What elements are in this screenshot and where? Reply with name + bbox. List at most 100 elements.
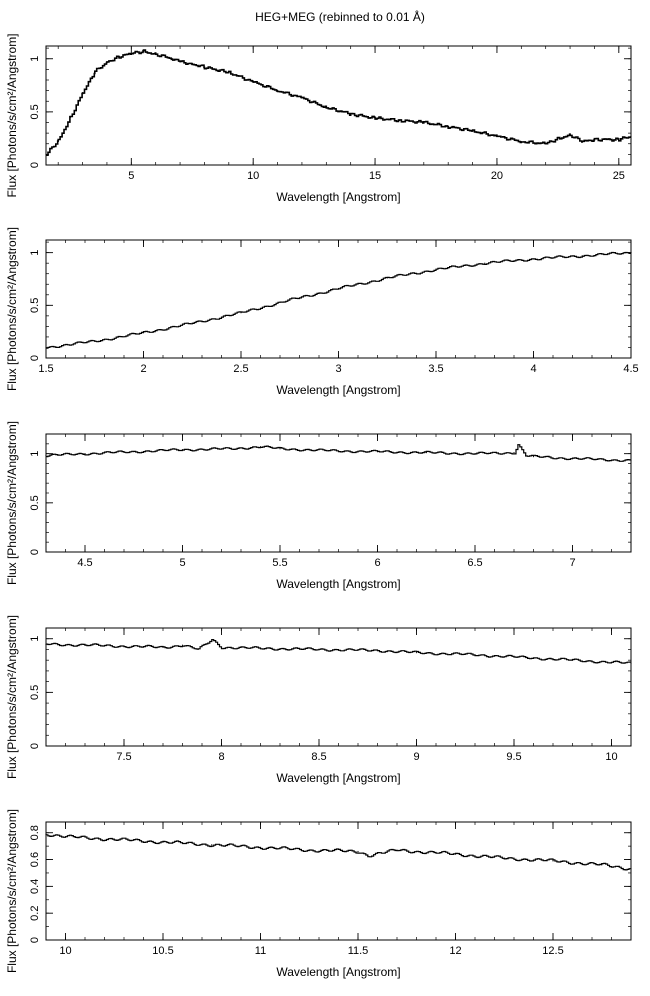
- data-point: [325, 107, 327, 109]
- data-point: [454, 853, 457, 855]
- x-tick-label: 7: [569, 557, 575, 569]
- data-point: [81, 92, 84, 94]
- y-tick-label: 0: [29, 549, 41, 555]
- x-tick-label: 2: [140, 363, 146, 375]
- x-tick-label: 11: [255, 945, 266, 957]
- chart-panel-2: 1.5 2 2.5 3 3.5 4 4.5 0 0.5 1 Wavelength [Angstrom…: [5, 227, 639, 397]
- y-tick-label: 0.4: [29, 879, 41, 894]
- data-point: [191, 63, 193, 65]
- x-tick-label: 1.5: [38, 363, 53, 375]
- x-tick-label: 4: [530, 363, 536, 375]
- data-point: [84, 453, 86, 455]
- data-point: [142, 50, 145, 52]
- x-tick-label: 5.5: [272, 557, 287, 569]
- x-tick-label: 3.5: [428, 363, 443, 375]
- data-point: [276, 90, 279, 92]
- y-axis-label: Flux [Photons/s/cm²/Angstrom]: [5, 615, 19, 779]
- data-point: [484, 262, 486, 264]
- x-tick-label: 6.5: [467, 557, 482, 569]
- data-point: [425, 452, 427, 454]
- x-tick-label: 15: [369, 170, 381, 182]
- data-point: [220, 646, 223, 648]
- y-tick-label: 0.2: [29, 906, 41, 921]
- data-point: [172, 58, 174, 60]
- data-point: [211, 844, 213, 846]
- data-point: [503, 857, 505, 859]
- data-point: [197, 648, 199, 651]
- data-point: [532, 258, 535, 260]
- data-point: [552, 860, 554, 862]
- spectrum-line: [46, 444, 631, 462]
- data-point: [179, 61, 181, 63]
- data-point: [532, 456, 535, 458]
- x-tick-label: 4.5: [623, 363, 638, 375]
- data-point: [45, 643, 47, 645]
- data-point: [630, 868, 632, 870]
- y-tick-label: 0.8: [29, 825, 41, 840]
- y-axis-label: Flux [Photons/s/cm²/Angstrom]: [5, 421, 19, 585]
- data-point: [123, 645, 125, 647]
- x-tick-label: 2.5: [233, 363, 248, 375]
- x-tick-label: 20: [491, 170, 503, 182]
- x-tick-label: 6: [374, 557, 380, 569]
- y-tick-label: 1: [29, 56, 41, 62]
- data-point: [155, 53, 157, 56]
- data-point: [350, 113, 352, 115]
- data-point: [447, 126, 449, 128]
- data-point: [45, 455, 47, 457]
- data-point: [259, 647, 262, 649]
- x-tick-label: 12.5: [542, 945, 563, 957]
- data-point: [618, 138, 620, 141]
- x-tick-label: 5: [128, 170, 134, 182]
- data-point: [571, 659, 574, 661]
- data-point: [162, 646, 164, 648]
- x-tick-label: 4.5: [77, 557, 92, 569]
- chart-panel-5: 10 10.5 11 11.5 12 12.5 0 0.2 0.4 0.6 0.8 Wavelengt…: [5, 809, 632, 979]
- data-point: [569, 134, 571, 136]
- y-tick-label: 0: [29, 743, 41, 749]
- data-point: [191, 322, 193, 324]
- y-tick-label: 0: [29, 937, 41, 943]
- data-point: [357, 850, 359, 853]
- x-tick-label: 10: [247, 170, 259, 182]
- data-point: [289, 299, 291, 301]
- data-point: [142, 332, 145, 334]
- y-tick-label: 0.5: [29, 298, 41, 313]
- data-point: [69, 116, 71, 118]
- x-axis-label: Wavelength [Angstrom]: [276, 577, 400, 591]
- y-tick-label: 0.5: [29, 685, 41, 700]
- data-point: [367, 854, 369, 857]
- data-point: [471, 130, 474, 132]
- data-point: [571, 457, 574, 460]
- data-point: [386, 277, 388, 279]
- y-tick-label: 1: [29, 451, 41, 457]
- data-point: [593, 138, 596, 141]
- x-axis-label: Wavelength [Angstrom]: [276, 383, 400, 397]
- spectrum-line: [46, 639, 631, 664]
- data-point: [318, 648, 320, 651]
- y-axis-label: Flux [Photons/s/cm²/Angstrom]: [5, 227, 19, 391]
- data-point: [181, 449, 184, 451]
- data-point: [630, 252, 632, 254]
- data-point: [162, 841, 164, 843]
- y-axis-label: Flux [Photons/s/cm²/Angstrom]: [5, 809, 19, 973]
- y-tick-label: 1: [29, 250, 41, 256]
- data-point: [396, 849, 398, 851]
- data-point: [517, 444, 519, 446]
- data-point: [259, 446, 262, 448]
- data-point: [423, 121, 425, 124]
- y-tick-label: 0: [29, 355, 41, 361]
- x-axis-label: Wavelength [Angstrom]: [276, 771, 400, 785]
- data-point: [211, 639, 213, 641]
- x-tick-label: 9.5: [506, 751, 521, 763]
- figure-title: HEG+MEG (rebinned to 0.01 Å): [255, 10, 425, 24]
- data-point: [64, 836, 67, 838]
- x-tick-label: 8.5: [311, 751, 326, 763]
- data-point: [435, 268, 437, 271]
- y-tick-label: 0: [29, 162, 41, 168]
- data-point: [130, 52, 132, 55]
- data-point: [513, 656, 515, 658]
- x-tick-label: 10.5: [152, 945, 173, 957]
- data-point: [45, 153, 47, 155]
